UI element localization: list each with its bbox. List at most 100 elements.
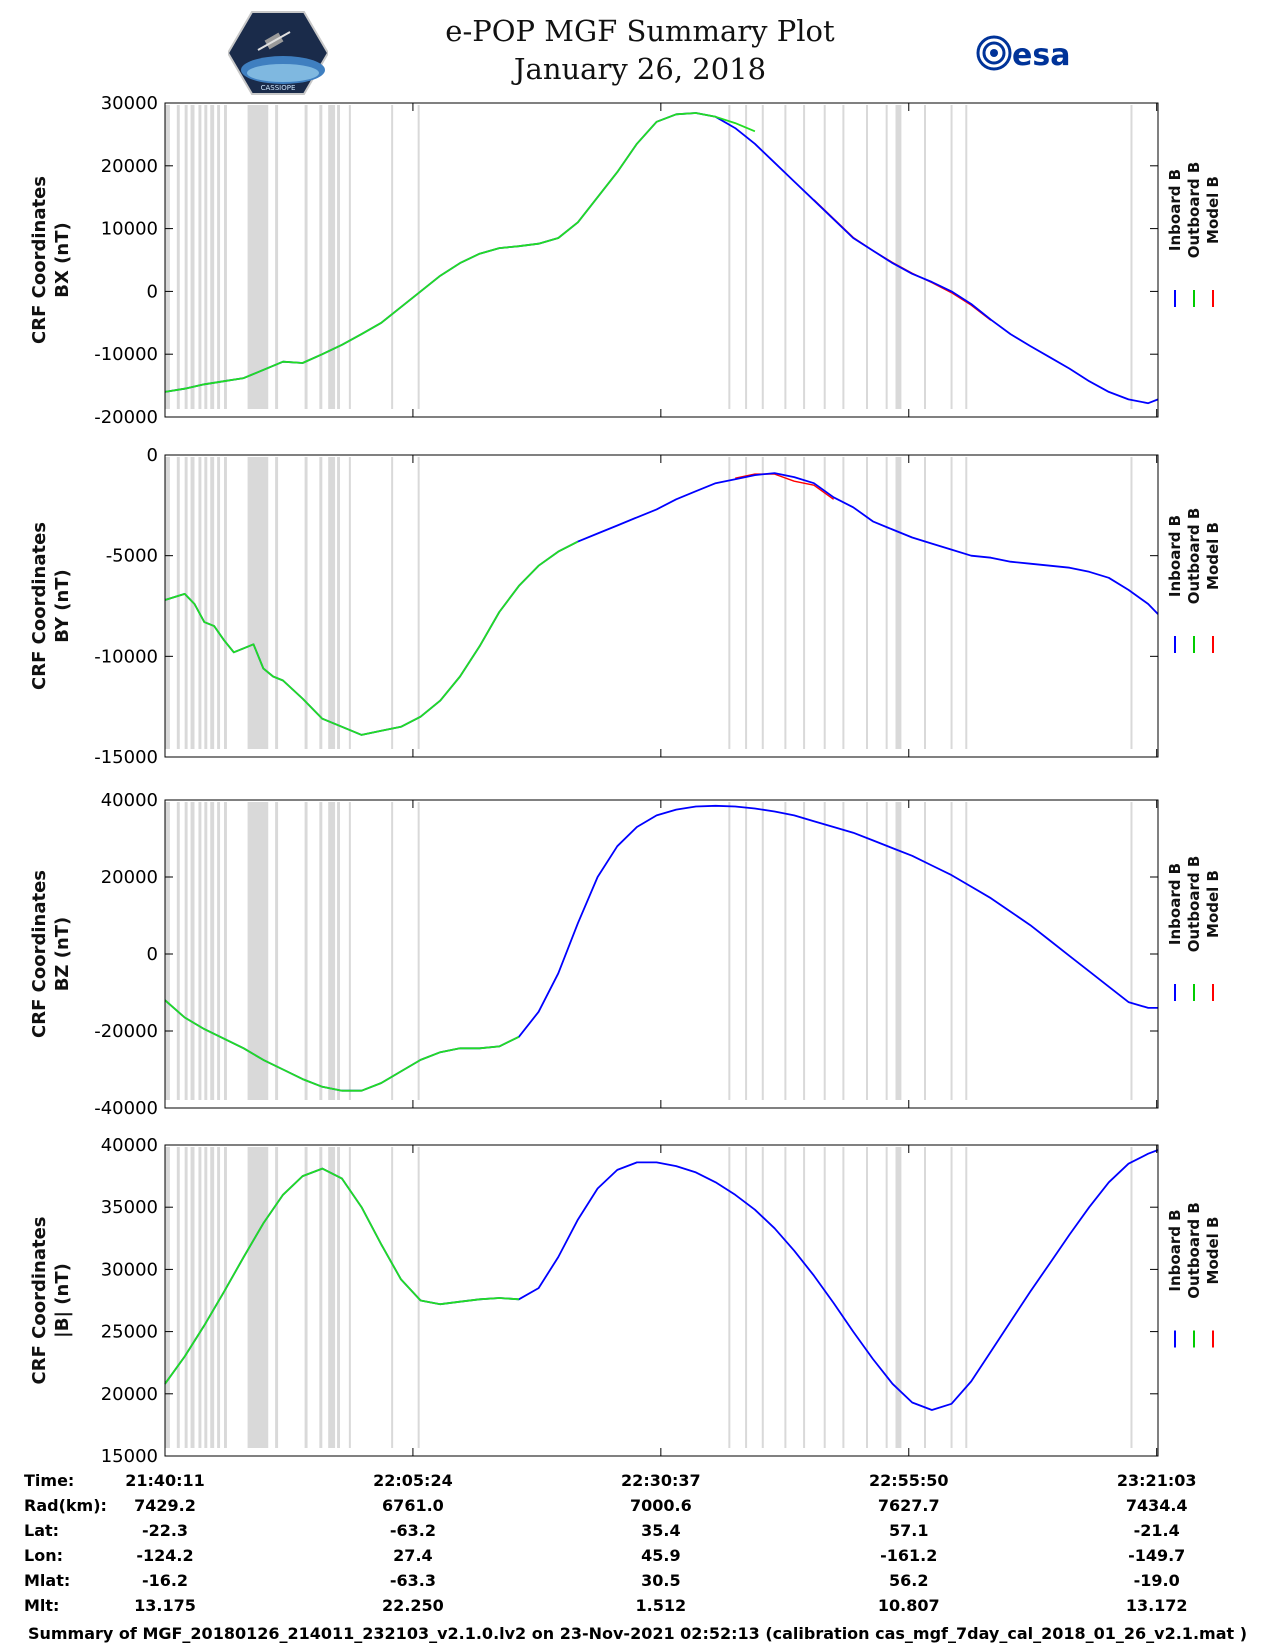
y-tick-label: -15000 xyxy=(94,747,158,768)
gap-band xyxy=(417,105,420,409)
gap-band xyxy=(803,1147,806,1448)
gap-band xyxy=(728,105,731,409)
y-tick-label: 10000 xyxy=(101,219,158,240)
gap-band xyxy=(176,105,180,409)
series-line-model-b xyxy=(813,199,992,321)
gap-band xyxy=(165,802,170,1100)
gap-band xyxy=(761,1147,764,1448)
legend-label: Model B xyxy=(1204,176,1222,244)
gap-band xyxy=(348,105,351,409)
y-tick-label: 20000 xyxy=(101,1384,158,1405)
gap-band xyxy=(217,1147,221,1448)
esa-logo: esa xyxy=(976,32,1096,74)
y-axis-label: |B| (nT) xyxy=(52,1263,73,1338)
gap-band xyxy=(275,457,279,749)
gap-band xyxy=(965,105,968,409)
gap-band xyxy=(965,1147,968,1448)
info-cell-mlt: 13.172 xyxy=(1126,1596,1188,1615)
info-cell-time: 22:05:24 xyxy=(373,1471,453,1490)
gap-band xyxy=(391,802,394,1100)
gap-band xyxy=(204,457,208,749)
gap-band xyxy=(784,105,787,409)
gap-band xyxy=(965,457,968,749)
gap-band xyxy=(217,457,221,749)
gap-band xyxy=(275,1147,279,1448)
info-cell-mlt: 13.175 xyxy=(134,1596,196,1615)
gap-band xyxy=(247,1147,269,1448)
info-cell-mlt: 1.512 xyxy=(636,1596,687,1615)
gap-band xyxy=(223,802,227,1100)
gap-band xyxy=(328,457,336,749)
info-cell-time: 21:40:11 xyxy=(125,1471,205,1490)
gap-band xyxy=(842,802,845,1100)
legend-label: Outboard B xyxy=(1185,162,1203,259)
gap-band xyxy=(1130,802,1133,1100)
y-axis-label: CRF Coordinates xyxy=(29,176,50,344)
gap-band xyxy=(275,105,279,409)
gap-band xyxy=(198,457,202,749)
y-tick-label: -10000 xyxy=(94,646,158,667)
y-axis-label: CRF Coordinates xyxy=(29,522,50,690)
gap-band xyxy=(184,802,188,1100)
info-cell-mlt: 10.807 xyxy=(878,1596,940,1615)
y-tick-label: 30000 xyxy=(101,1259,158,1280)
gap-band xyxy=(247,105,269,409)
legend-label: Inboard B xyxy=(1166,169,1184,251)
series-line-outboard-b xyxy=(164,1167,519,1385)
gap-band xyxy=(165,457,170,749)
y-tick-label: 0 xyxy=(147,281,158,302)
info-cell-lat: -63.2 xyxy=(390,1521,436,1540)
gap-band xyxy=(304,105,308,409)
info-cell-mlat: -19.0 xyxy=(1134,1571,1180,1590)
gap-band xyxy=(337,105,341,409)
gap-band xyxy=(217,802,221,1100)
gap-band xyxy=(924,105,927,409)
info-cell-lat: 35.4 xyxy=(641,1521,680,1540)
info-cell-mlt: 22.250 xyxy=(382,1596,444,1615)
gap-band xyxy=(842,1147,845,1448)
y-tick-label: 25000 xyxy=(101,1322,158,1343)
gap-band xyxy=(304,1147,308,1448)
gap-band xyxy=(823,1147,826,1448)
cassiope-logo: CASSIOPE xyxy=(226,10,330,96)
info-cell-mlat: -16.2 xyxy=(142,1571,188,1590)
gap-band xyxy=(223,1147,227,1448)
info-cell-time: 22:55:50 xyxy=(869,1471,949,1490)
gap-band xyxy=(823,457,826,749)
gap-band xyxy=(728,802,731,1100)
info-cell-rad: 7627.7 xyxy=(878,1496,940,1515)
gap-band xyxy=(417,802,420,1100)
gap-band xyxy=(865,457,868,749)
gap-band xyxy=(337,457,341,749)
info-row-label: Lon: xyxy=(24,1546,63,1565)
gap-band xyxy=(895,105,902,409)
gap-band xyxy=(803,802,806,1100)
gap-band xyxy=(761,802,764,1100)
gap-band xyxy=(865,105,868,409)
gap-band xyxy=(895,1147,902,1448)
info-cell-rad: 6761.0 xyxy=(382,1496,444,1515)
series-line-outboard-b xyxy=(164,112,756,393)
gap-band xyxy=(165,1147,170,1448)
gap-band xyxy=(204,105,208,409)
gap-band xyxy=(328,802,336,1100)
page-date: January 26, 2018 xyxy=(513,52,767,86)
info-cell-lat: -22.3 xyxy=(142,1521,188,1540)
legend-label: Model B xyxy=(1204,1217,1222,1285)
gap-band xyxy=(337,802,341,1100)
y-tick-label: -10000 xyxy=(94,344,158,365)
y-tick-label: -40000 xyxy=(94,1098,158,1119)
plot-frame xyxy=(164,799,1159,1109)
gap-band xyxy=(176,802,180,1100)
info-cell-lat: 57.1 xyxy=(889,1521,928,1540)
gap-band xyxy=(865,1147,868,1448)
gap-band xyxy=(165,105,170,409)
info-row-label: Time: xyxy=(24,1471,74,1490)
gap-band xyxy=(198,1147,202,1448)
gap-band xyxy=(823,105,826,409)
info-cell-rad: 7434.4 xyxy=(1126,1496,1188,1515)
series-line-inboard-b xyxy=(164,112,1159,405)
gap-band xyxy=(190,1147,195,1448)
gap-band xyxy=(1130,457,1133,749)
